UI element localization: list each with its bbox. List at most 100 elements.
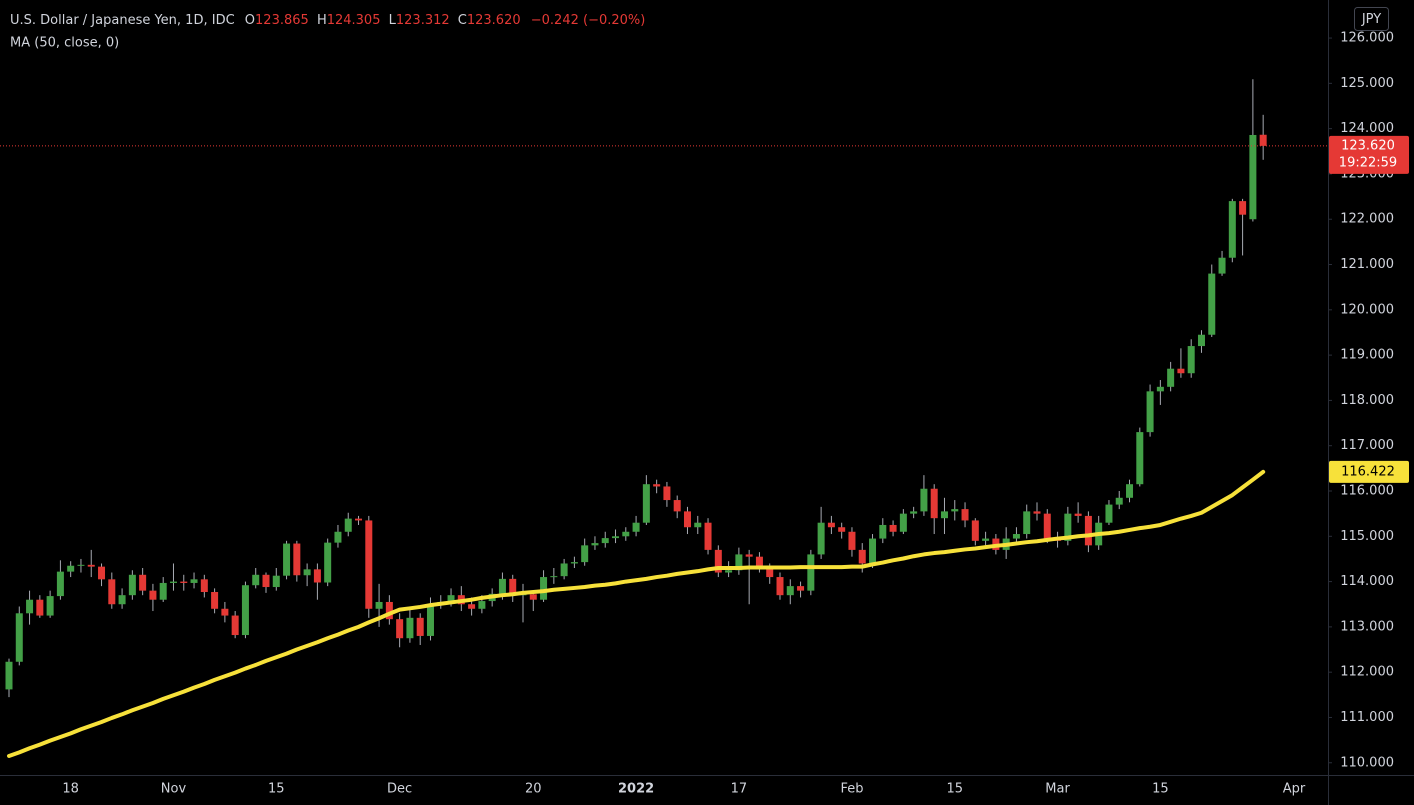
currency[interactable]: JPY bbox=[1361, 12, 1381, 27]
candle-body bbox=[827, 522, 835, 528]
candle-body bbox=[1136, 432, 1144, 485]
candle-body bbox=[190, 579, 198, 583]
y-tick-label: 111.000 bbox=[1340, 710, 1394, 725]
candle-body bbox=[200, 579, 208, 593]
candle-body bbox=[797, 586, 805, 591]
y-tick-label: 126.000 bbox=[1340, 31, 1394, 46]
candle-body bbox=[293, 543, 301, 576]
x-tick-label: Apr bbox=[1283, 782, 1306, 797]
candle-body bbox=[262, 574, 270, 588]
candle-body bbox=[910, 511, 918, 514]
candle-body bbox=[426, 604, 434, 636]
candle-body bbox=[920, 488, 928, 512]
x-tick-label: Nov bbox=[161, 782, 187, 797]
candle-body bbox=[1146, 391, 1154, 433]
candle-body bbox=[601, 538, 609, 544]
y-tick-label: 112.000 bbox=[1340, 665, 1394, 680]
currency-box[interactable] bbox=[1354, 7, 1389, 31]
candle-body bbox=[211, 592, 219, 609]
candle-body bbox=[15, 613, 23, 662]
candle-body bbox=[869, 538, 877, 564]
candle-body bbox=[776, 577, 784, 596]
candle-body bbox=[231, 615, 239, 636]
candle-body bbox=[87, 564, 95, 567]
x-tick-label: 2022 bbox=[618, 782, 654, 797]
candle-body bbox=[755, 556, 763, 569]
candle-body bbox=[622, 531, 630, 537]
y-tick-label: 124.000 bbox=[1340, 121, 1394, 136]
candle-body bbox=[406, 617, 414, 639]
candle-body bbox=[159, 582, 167, 600]
last-price-tag bbox=[1329, 135, 1409, 174]
candle-body bbox=[1033, 511, 1041, 514]
candle-body bbox=[1043, 513, 1051, 539]
o-label: O bbox=[245, 13, 255, 28]
h-value: 124.305 bbox=[327, 13, 381, 28]
candle-body bbox=[509, 578, 517, 596]
candle-body bbox=[1074, 513, 1082, 516]
candle-body bbox=[1218, 257, 1226, 274]
candle-body bbox=[355, 518, 363, 521]
candle-body bbox=[1197, 334, 1205, 347]
candle-body bbox=[694, 522, 702, 528]
y-tick-label: 121.000 bbox=[1340, 257, 1394, 272]
l-value: 123.312 bbox=[396, 13, 450, 28]
candle-body bbox=[283, 543, 291, 576]
candle-body bbox=[899, 513, 907, 532]
candle-body bbox=[67, 565, 75, 572]
x-tick-label: 15 bbox=[1152, 782, 1169, 797]
o-value: 123.865 bbox=[255, 13, 309, 28]
candle-body bbox=[673, 500, 681, 512]
y-tick-label: 119.000 bbox=[1340, 348, 1394, 363]
candle-body bbox=[848, 531, 856, 550]
candle-body bbox=[1228, 201, 1236, 258]
ma-tag bbox=[1329, 460, 1409, 483]
candle-body bbox=[570, 562, 578, 564]
candle-body bbox=[704, 522, 712, 550]
candle-body bbox=[252, 574, 260, 586]
candle-body bbox=[961, 509, 969, 521]
candle-body bbox=[375, 601, 383, 609]
y-tick-label: 118.000 bbox=[1340, 393, 1394, 408]
plot bbox=[0, 37, 1332, 764]
overlay: U.S. Dollar / Japanese Yen, 1D, IDC O123… bbox=[10, 7, 1409, 797]
x-tick-label: Mar bbox=[1045, 782, 1070, 797]
y-tick-label: 115.000 bbox=[1340, 529, 1394, 544]
y-tick-label: 117.000 bbox=[1340, 438, 1394, 453]
x-tick-label: 15 bbox=[946, 782, 963, 797]
candle-body bbox=[817, 522, 825, 555]
candle-body bbox=[169, 581, 177, 583]
candle-body bbox=[221, 608, 229, 616]
x-tick-label: 15 bbox=[268, 782, 285, 797]
candle-body bbox=[1156, 386, 1164, 392]
candle-body bbox=[642, 484, 650, 523]
candle-body bbox=[1023, 511, 1031, 535]
candle-body bbox=[858, 549, 866, 564]
candle-body bbox=[1167, 368, 1175, 387]
candle-body bbox=[786, 586, 794, 596]
candle-body bbox=[77, 564, 85, 566]
candle-body bbox=[149, 590, 157, 600]
candle-body bbox=[36, 599, 44, 616]
candle-body bbox=[971, 520, 979, 541]
y-tick-label: 114.000 bbox=[1340, 574, 1394, 589]
c-label: C bbox=[458, 13, 467, 28]
candle-body bbox=[468, 604, 476, 609]
x-tick-label: Feb bbox=[840, 782, 863, 797]
candle-body bbox=[889, 524, 897, 532]
candle-body bbox=[128, 574, 136, 596]
candle-body bbox=[930, 488, 938, 519]
candle-body bbox=[1012, 534, 1020, 539]
y-tick-label: 125.000 bbox=[1340, 76, 1394, 91]
candle-body bbox=[550, 576, 558, 578]
candle-body bbox=[745, 554, 753, 557]
candle-body bbox=[344, 518, 352, 532]
symbol: U.S. Dollar / Japanese Yen, 1D, IDC bbox=[10, 13, 235, 28]
candle-body bbox=[1105, 504, 1113, 523]
candle-body bbox=[139, 574, 147, 591]
candle-body bbox=[324, 542, 332, 583]
candle-body bbox=[1259, 134, 1267, 146]
y-tick-label: 110.000 bbox=[1340, 755, 1394, 770]
